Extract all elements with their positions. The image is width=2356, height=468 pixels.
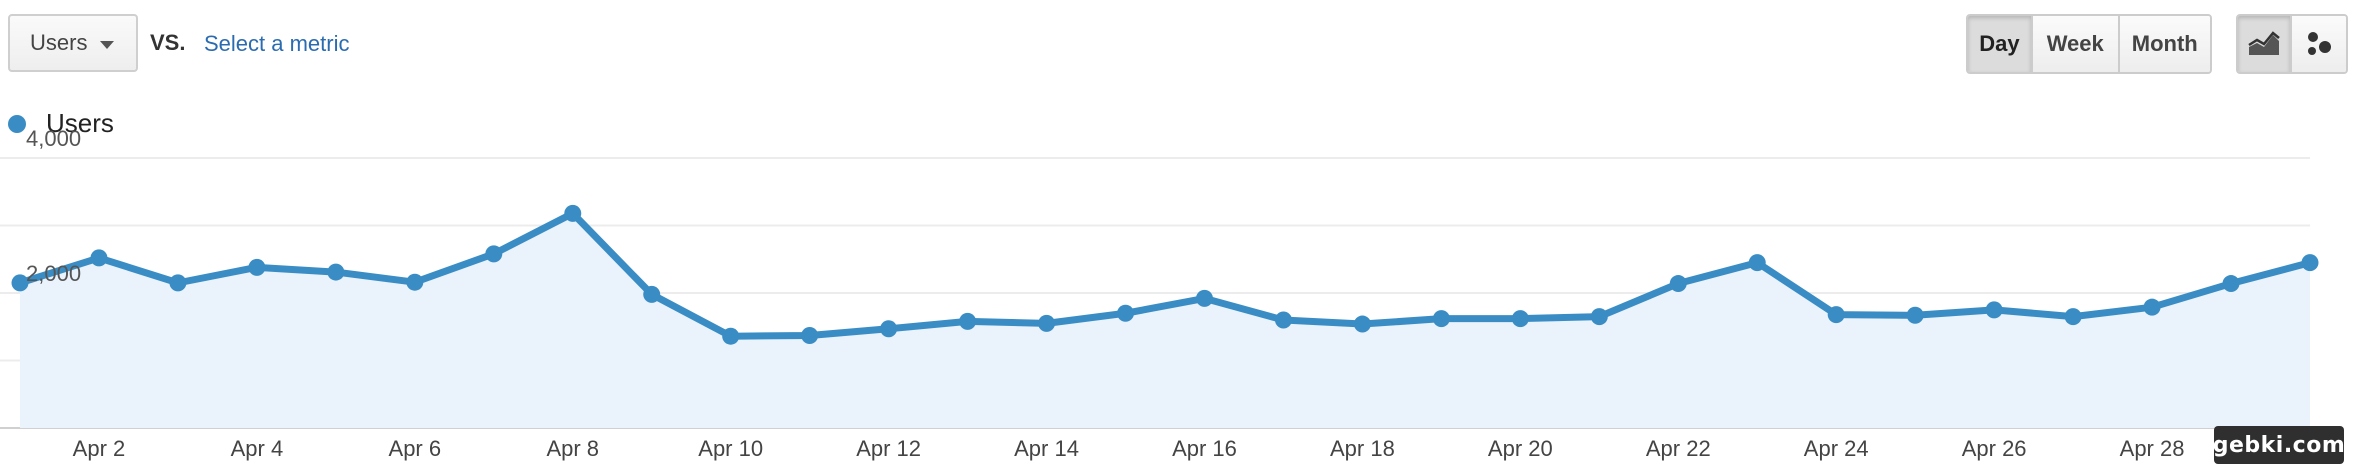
data-point[interactable]	[2064, 308, 2082, 326]
x-tick-label: Apr 2	[73, 436, 126, 461]
data-point[interactable]	[1274, 311, 1292, 329]
data-point[interactable]	[1432, 310, 1450, 328]
data-point[interactable]	[2301, 254, 2319, 272]
data-point[interactable]	[406, 273, 424, 291]
series-line	[18, 209, 2311, 340]
x-tick-label: Apr 22	[1646, 436, 1711, 461]
data-point[interactable]	[1038, 314, 1056, 332]
x-tick-label: Apr 4	[231, 436, 284, 461]
data-point[interactable]	[801, 327, 819, 345]
watermark: gebki.com	[2213, 426, 2345, 464]
x-tick-label: Apr 6	[389, 436, 442, 461]
metric-select-value: Users	[30, 30, 88, 55]
chart-legend: Users	[8, 108, 114, 139]
data-point[interactable]	[248, 258, 266, 276]
x-tick-label: Apr 12	[856, 436, 921, 461]
data-point[interactable]	[169, 274, 187, 292]
period-toggle: Day Week Month	[1966, 14, 2212, 74]
x-tick-label: Apr 10	[698, 436, 763, 461]
x-tick-label: Apr 18	[1330, 436, 1395, 461]
week-button[interactable]: Week	[2032, 16, 2120, 72]
data-point[interactable]	[643, 285, 661, 303]
data-point[interactable]	[90, 249, 108, 267]
x-tick-label: Apr 28	[2120, 436, 2185, 461]
data-point[interactable]	[1669, 275, 1687, 293]
data-point[interactable]	[2143, 298, 2161, 316]
legend-label: Users	[46, 108, 114, 138]
data-point[interactable]	[722, 327, 740, 345]
day-button[interactable]: Day	[1968, 16, 2033, 72]
vs-label: VS.	[150, 30, 186, 55]
y-tick-label: 4,000	[26, 126, 81, 151]
data-point[interactable]	[1827, 306, 1845, 324]
data-point[interactable]	[1906, 306, 1924, 324]
data-point[interactable]	[564, 204, 582, 222]
legend-dot-icon	[8, 114, 26, 133]
y-tick-label: 2,000	[26, 261, 81, 286]
chevron-down-icon	[100, 41, 114, 49]
chart-type-toggle	[2236, 14, 2348, 74]
motion-chart-icon	[2308, 32, 2332, 55]
x-tick-label: Apr 16	[1172, 436, 1237, 461]
line-chart-button[interactable]	[2238, 16, 2293, 72]
series-area	[20, 213, 2310, 428]
data-point[interactable]	[1195, 289, 1213, 307]
data-point[interactable]	[1511, 310, 1529, 328]
data-point[interactable]	[1353, 315, 1371, 333]
x-tick-label: Apr 20	[1488, 436, 1553, 461]
data-point[interactable]	[327, 263, 345, 281]
data-point[interactable]	[880, 320, 898, 338]
data-point[interactable]	[1117, 304, 1135, 322]
x-tick-label: Apr 8	[546, 436, 599, 461]
select-metric-link[interactable]: Select a metric	[204, 31, 350, 56]
data-point[interactable]	[1590, 308, 1608, 326]
month-button[interactable]: Month	[2119, 16, 2210, 72]
data-point[interactable]	[959, 312, 977, 330]
metric-select[interactable]: Users	[8, 14, 138, 72]
line-chart-icon	[2248, 31, 2280, 55]
x-tick-label: Apr 24	[1804, 436, 1869, 461]
data-point[interactable]	[485, 245, 503, 263]
data-point[interactable]	[11, 274, 29, 292]
data-point[interactable]	[1985, 301, 2003, 319]
motion-chart-button[interactable]	[2292, 16, 2346, 72]
x-tick-label: Apr 14	[1014, 436, 1079, 461]
data-point[interactable]	[1748, 254, 1766, 272]
x-tick-label: Apr 26	[1962, 436, 2027, 461]
data-point[interactable]	[2222, 275, 2240, 293]
